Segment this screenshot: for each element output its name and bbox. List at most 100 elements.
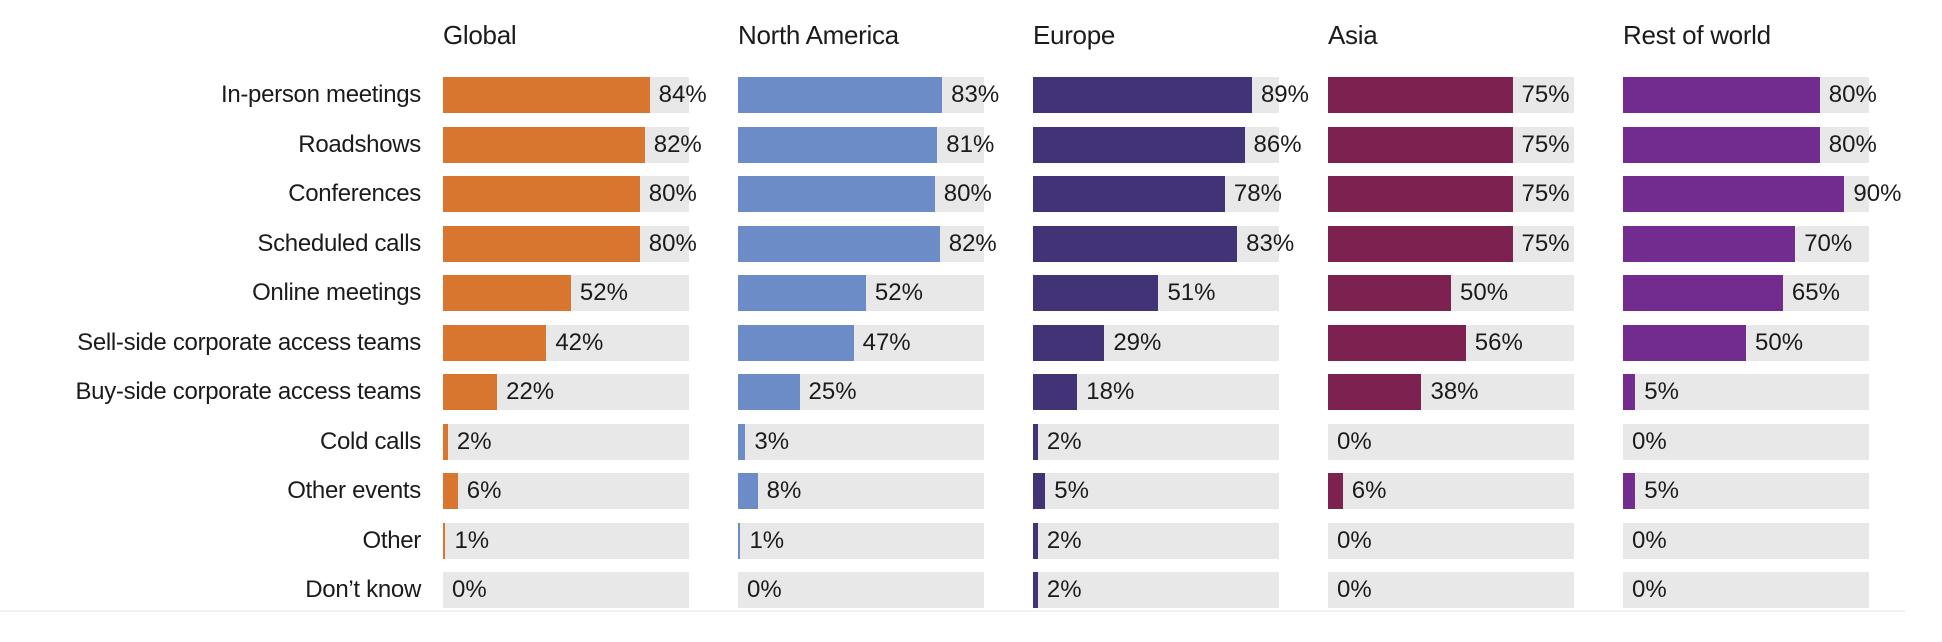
value-label: 2% (1046, 526, 1082, 554)
bar-track: 29% (1033, 324, 1279, 361)
category-label: Other events (287, 477, 421, 504)
value-label: 5% (1644, 477, 1679, 504)
bar (738, 275, 866, 311)
bar (443, 423, 448, 460)
bar (443, 522, 446, 559)
value-label: 80% (1828, 81, 1877, 108)
value-label: 6% (466, 477, 502, 504)
value-label: 80% (943, 180, 992, 207)
meeting-formats-by-region-chart: In-person meetings Roadshows Conferences Sc… (0, 20, 1901, 622)
bar (1623, 324, 1746, 361)
series-header: Europe (1033, 20, 1116, 50)
value-label: 82% (653, 130, 702, 158)
value-label: 22% (506, 378, 555, 405)
value-label: 82% (948, 229, 997, 257)
value-label: 75% (1521, 81, 1570, 108)
bar-track: 80% (443, 176, 697, 212)
value-label: 1% (454, 526, 490, 554)
value-label: 6% (1351, 477, 1387, 504)
bar-track: 0% (1623, 522, 1869, 559)
category-label: Scheduled calls (257, 229, 421, 257)
bar-track: 0% (738, 572, 984, 608)
bar-track: 5% (1623, 473, 1869, 509)
bar-track: 84% (443, 77, 707, 113)
bar-track: 0% (443, 572, 689, 608)
value-label: 80% (648, 180, 697, 207)
bar-track: 5% (1033, 473, 1279, 509)
value-label: 25% (808, 378, 857, 405)
bar (1623, 225, 1796, 262)
bar-track: 38% (1328, 374, 1574, 410)
bar-track: 52% (443, 275, 689, 311)
value-label: 65% (1791, 279, 1840, 306)
bar-track: 2% (1033, 423, 1279, 460)
bar-track: 75% (1328, 176, 1574, 212)
bar (1033, 225, 1238, 262)
value-label: 70% (1804, 229, 1853, 257)
bar-track: 47% (738, 324, 984, 361)
value-label: 42% (555, 328, 604, 356)
value-label: 75% (1521, 180, 1570, 207)
bar (1328, 126, 1513, 163)
bar (1033, 176, 1225, 212)
bar (1033, 324, 1105, 361)
series-column-rest-of-world: Rest of world 80% 80% 90% 70% 65% 50% 5% 0% 5% 0% 0… (1623, 20, 1901, 622)
bar (1033, 374, 1078, 410)
bar (738, 374, 800, 410)
bar-track: 75% (1328, 225, 1574, 262)
series-column-global: Global 84% 82% 80% 80% 52% 42% 22% 2% 6% 1% 0% (443, 20, 707, 622)
value-label: 5% (1644, 378, 1679, 405)
bar-track: 80% (443, 225, 697, 262)
category-label: In-person meetings (220, 81, 421, 108)
header-spacer (0, 20, 443, 77)
value-label: 5% (1054, 477, 1089, 504)
value-label: 0% (1337, 526, 1372, 554)
value-label: 2% (456, 427, 492, 455)
bar (1328, 225, 1513, 262)
bar (738, 324, 854, 361)
bar-track: 6% (1328, 473, 1574, 509)
series-header: Asia (1328, 20, 1378, 50)
value-label: 50% (1755, 328, 1804, 356)
value-label: 18% (1086, 378, 1135, 405)
value-label: 3% (754, 427, 790, 455)
value-label: 56% (1474, 328, 1523, 356)
category-label: Sell-side corporate access teams (77, 328, 421, 356)
bar (738, 126, 938, 163)
bar (1328, 77, 1513, 113)
series-header: Global (443, 20, 517, 50)
bar (1033, 275, 1159, 311)
bar (443, 225, 640, 262)
bar (1033, 126, 1245, 163)
bar-track: 2% (1033, 572, 1279, 608)
value-label: 89% (1260, 81, 1309, 108)
bar-track: 50% (1623, 324, 1869, 361)
bar (1328, 275, 1451, 311)
value-label: 81% (946, 130, 995, 158)
bar-track: 0% (1328, 522, 1574, 559)
value-label: 47% (862, 328, 911, 356)
value-label: 2% (1046, 427, 1082, 455)
value-label: 80% (648, 229, 697, 257)
bar-track: 80% (738, 176, 992, 212)
bar (738, 522, 741, 559)
value-label: 0% (1632, 526, 1667, 554)
bar-track: 52% (738, 275, 984, 311)
bar (1328, 473, 1343, 509)
bar (1623, 275, 1783, 311)
series-column-asia: Asia 75% 75% 75% 75% 50% 56% 38% 0% 6% 0% 0% (1328, 20, 1574, 622)
bar (738, 77, 943, 113)
bar-track: 90% (1623, 176, 1901, 212)
bar-track: 0% (1328, 423, 1574, 460)
bottom-divider (0, 610, 1905, 612)
value-label: 0% (1632, 427, 1667, 455)
bar (738, 473, 758, 509)
series-column-north-america: North America 83% 81% 80% 82% 52% 47% 25% 3% 8% 1%… (738, 20, 999, 622)
bar-track: 82% (738, 225, 997, 262)
bar (1623, 77, 1820, 113)
bar-track: 70% (1623, 225, 1869, 262)
bar (443, 473, 458, 509)
bar (1328, 324, 1466, 361)
value-label: 75% (1521, 229, 1570, 257)
category-label: Don’t know (305, 576, 421, 603)
